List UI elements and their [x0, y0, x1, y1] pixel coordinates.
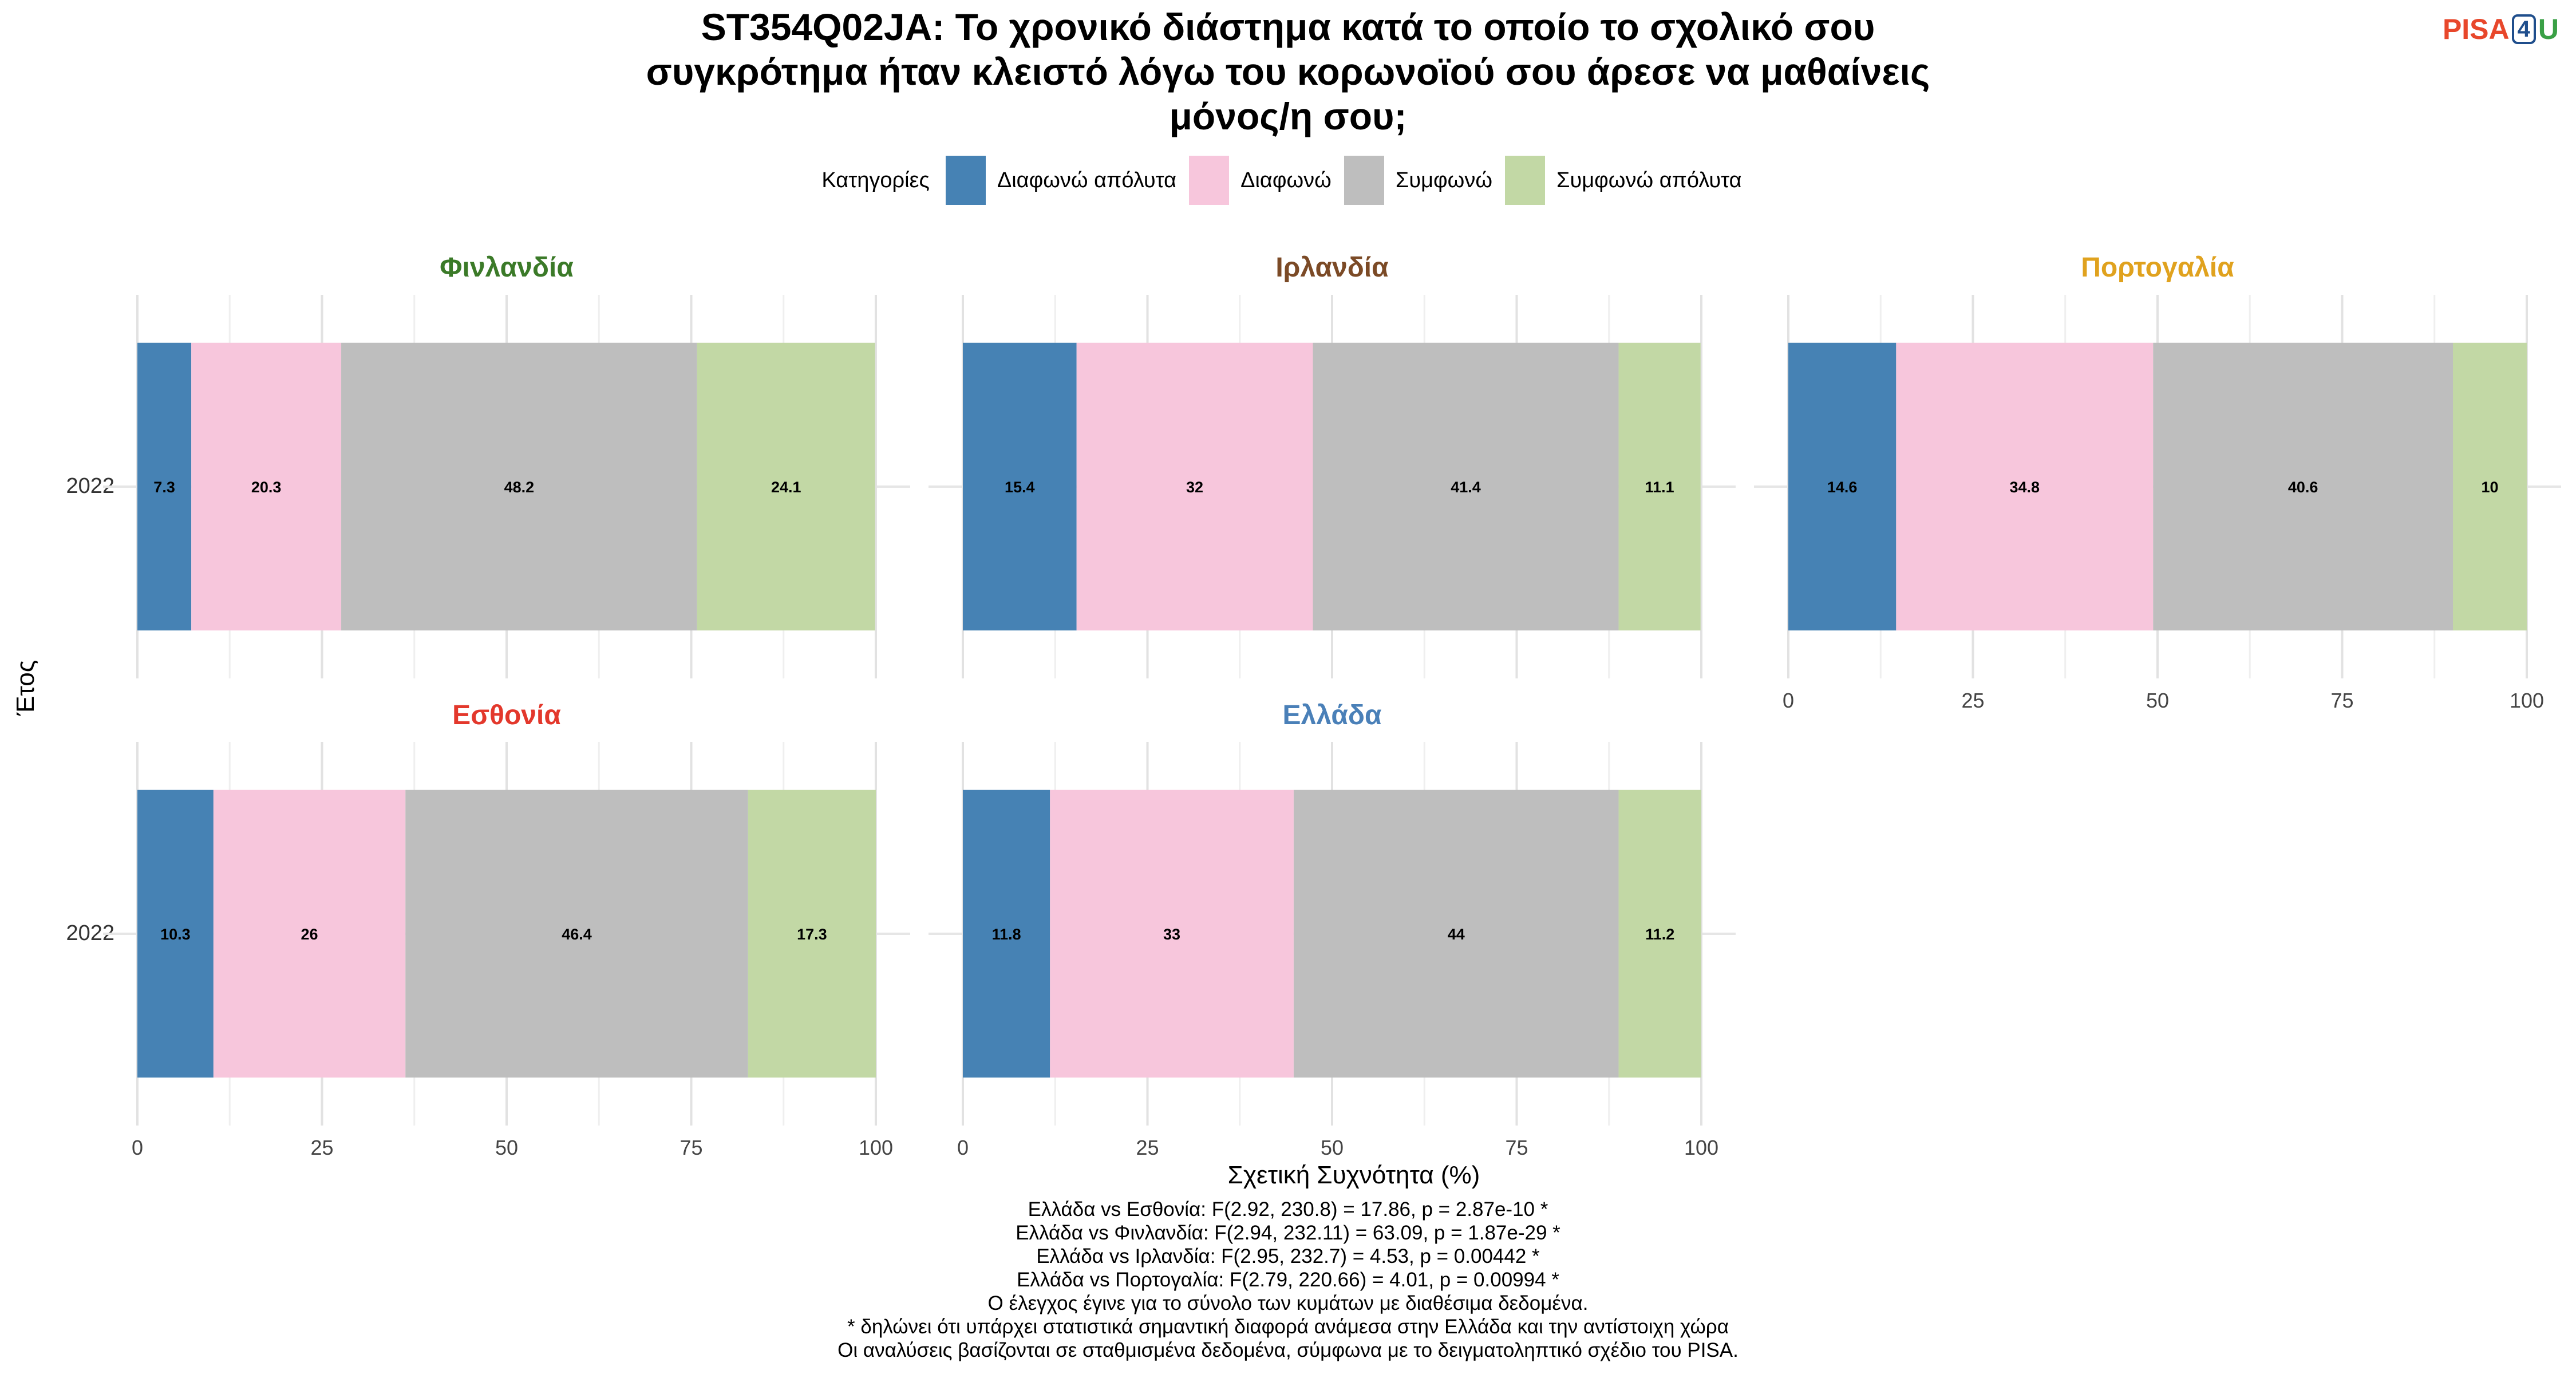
legend-key: [1505, 156, 1545, 205]
bar-segment: [1050, 789, 1294, 1078]
bar-value-label: 48.2: [504, 479, 535, 496]
bar-segment: [1313, 342, 1619, 631]
x-tick-label: 0: [131, 1136, 144, 1159]
bar-segment: [1293, 789, 1619, 1078]
bar-value-label: 41.4: [1451, 479, 1481, 496]
facet-panel: 7.3 20.3 48.2 24.1: [103, 295, 910, 678]
bar-segment: [213, 789, 406, 1078]
bar-value-label: 26: [301, 926, 318, 943]
bar-value-label: 34.8: [2010, 479, 2040, 496]
facet-title: Πορτογαλία: [2081, 252, 2234, 283]
bar-value-label: 10: [2481, 479, 2498, 496]
legend: Κατηγορίες Διαφωνώ απόλυτα Διαφωνώ Συμφω…: [0, 156, 2576, 205]
x-tick-label: 50: [495, 1136, 519, 1159]
y-axis-title: Έτος: [11, 660, 39, 716]
caption-line: Ελλάδα vs Εσθονία: F(2.92, 230.8) = 17.8…: [1028, 1198, 1548, 1221]
bar-value-label: 24.1: [771, 479, 801, 496]
caption-line: * δηλώνει ότι υπάρχει στατιστικά σημαντι…: [847, 1316, 1729, 1338]
legend-item: Διαφωνώ: [1189, 156, 1332, 205]
bar-segment: [1618, 342, 1701, 631]
bar-value-label: 20.3: [251, 479, 282, 496]
logo-four-text: 4: [2511, 14, 2536, 44]
facet-panel: 14.6 34.8 40.6 10: [1754, 295, 2561, 678]
x-tick-label: 25: [1136, 1136, 1159, 1159]
caption-line: Ο έλεγχος έγινε για το σύνολο των κυμάτω…: [987, 1292, 1589, 1314]
facet-title: Φινλανδία: [440, 252, 574, 283]
x-tick-label: 25: [1961, 689, 1985, 712]
bar-segment: [405, 789, 748, 1078]
bar-value-label: 33: [1163, 926, 1180, 943]
pisa4u-logo: PISA 4 U: [2443, 13, 2559, 46]
chart-title: ST354Q02JA: Το χρονικό διάστημα κατά το …: [515, 5, 2061, 139]
bar-value-label: 14.6: [1827, 479, 1858, 496]
legend-item: Συμφωνώ απόλυτα: [1505, 156, 1742, 205]
bar-segment: [748, 789, 876, 1078]
bar-value-label: 11.2: [1645, 926, 1674, 943]
x-tick-label: 75: [1505, 1136, 1528, 1159]
legend-title: Κατηγορίες: [821, 168, 930, 192]
logo-pisa-text: PISA: [2442, 13, 2510, 45]
bar-segment: [1788, 342, 1897, 631]
bar-segment: [1618, 789, 1701, 1078]
legend-key: [945, 156, 986, 205]
bar-segment: [341, 342, 697, 631]
chart-title-line: συγκρότημα ήταν κλειστό λόγω του κορωνοϊ…: [646, 50, 1930, 93]
legend-label: Συμφωνώ απόλυτα: [1556, 168, 1742, 192]
caption-line: Ελλάδα vs Ιρλανδία: F(2.95, 232.7) = 4.5…: [1036, 1245, 1540, 1268]
bar-value-label: 40.6: [2288, 479, 2318, 496]
facet-panel: 10.3 26 46.4 17.3: [103, 742, 910, 1126]
x-tick-label: 100: [2509, 689, 2545, 712]
x-tick-label: 50: [1320, 1136, 1344, 1159]
legend-label: Συμφωνώ: [1395, 168, 1492, 192]
facet-panel: 11.8 33 44 11.2: [929, 742, 1736, 1126]
bar-segment: [963, 342, 1077, 631]
bar-segment: [137, 789, 214, 1078]
bar-value-label: 32: [1186, 479, 1203, 496]
facet-title: Εσθονία: [452, 700, 561, 731]
x-tick-label: 50: [2146, 689, 2170, 712]
bar-segment: [2153, 342, 2453, 631]
legend-item: Συμφωνώ: [1344, 156, 1492, 205]
bar-value-label: 11.8: [992, 926, 1021, 943]
facet-panel: 15.4 32 41.4 11.1: [929, 295, 1736, 678]
legend-key: [1189, 156, 1230, 205]
caption: Ελλάδα vs Εσθονία: F(2.92, 230.8) = 17.8…: [572, 1198, 2004, 1362]
bar-value-label: 46.4: [562, 926, 592, 943]
facet-title: Ιρλανδία: [1275, 252, 1389, 283]
x-tick-label: 25: [310, 1136, 334, 1159]
bar-segment: [1896, 342, 2154, 631]
legend-key: [1344, 156, 1384, 205]
x-tick-label: 100: [1684, 1136, 1719, 1159]
caption-line: Ελλάδα vs Πορτογαλία: F(2.79, 220.66) = …: [1017, 1269, 1559, 1291]
x-tick-label: 100: [858, 1136, 894, 1159]
bar-segment: [1076, 342, 1313, 631]
legend-item: Διαφωνώ απόλυτα: [945, 156, 1177, 205]
legend-label: Διαφωνώ: [1240, 168, 1332, 192]
logo-u-text: U: [2538, 13, 2559, 45]
x-axis-title: Σχετική Συχνότητα (%): [1227, 1161, 1480, 1189]
bar-segment: [963, 789, 1050, 1078]
chart-title-line: μόνος/η σου;: [1169, 95, 1407, 137]
bar-segment: [191, 342, 342, 631]
bar-value-label: 11.1: [1645, 479, 1674, 496]
bar-value-label: 17.3: [797, 926, 827, 943]
bar-value-label: 15.4: [1005, 479, 1035, 496]
bar-segment: [2453, 342, 2527, 631]
x-tick-label: 75: [679, 1136, 703, 1159]
bar-segment: [137, 342, 192, 631]
facet-title: Ελλάδα: [1282, 700, 1382, 731]
bar-value-label: 44: [1448, 926, 1465, 943]
x-tick-label: 0: [957, 1136, 969, 1159]
caption-line: Ελλάδα vs Φινλανδία: F(2.94, 232.11) = 6…: [1016, 1222, 1560, 1244]
x-tick-label: 75: [2330, 689, 2354, 712]
bar-segment: [697, 342, 875, 631]
bar-value-label: 10.3: [160, 926, 191, 943]
caption-line: Οι αναλύσεις βασίζονται σε σταθμισμένα δ…: [837, 1339, 1739, 1361]
chart-title-line: ST354Q02JA: Το χρονικό διάστημα κατά το …: [701, 6, 1875, 48]
x-tick-label: 0: [1782, 689, 1795, 712]
legend-label: Διαφωνώ απόλυτα: [997, 168, 1177, 192]
bar-value-label: 7.3: [153, 479, 175, 496]
